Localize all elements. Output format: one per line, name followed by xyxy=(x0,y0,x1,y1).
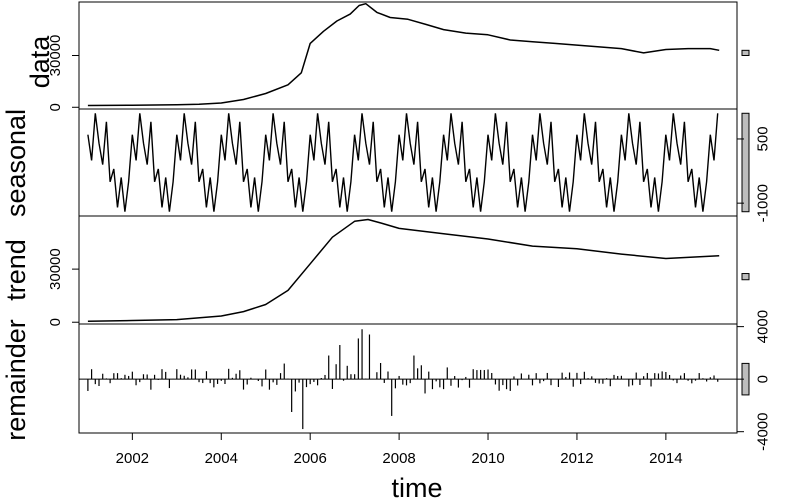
y-tick-label-data: 0 xyxy=(47,103,64,111)
y-tick-label-seasonal: -1000 xyxy=(754,184,771,222)
panel-frame-data xyxy=(78,1,738,110)
x-tick-label: 2014 xyxy=(649,450,682,467)
series-line-data xyxy=(87,2,720,107)
x-tick-label: 2008 xyxy=(382,450,415,467)
panel-frames xyxy=(78,1,738,434)
x-tick-label: 2006 xyxy=(294,450,327,467)
x-axis-title: time xyxy=(391,473,442,502)
y-tick-label-seasonal: 500 xyxy=(754,126,771,151)
y-axes: 0 30000 -1000 500 0 30000 -4000 0 4000 xyxy=(47,35,771,451)
scale-bar-seasonal xyxy=(741,112,750,213)
scale-bar-data xyxy=(741,49,750,57)
y-tick-label-remainder: 4000 xyxy=(754,310,771,343)
series-line-trend xyxy=(87,218,720,323)
y-tick-label-trend: 0 xyxy=(47,318,64,326)
x-tick-label: 2002 xyxy=(116,450,149,467)
panel-frame-remainder xyxy=(78,323,738,434)
panel-label-remainder: remainder xyxy=(1,319,31,441)
panel-frame-trend xyxy=(78,215,738,325)
scale-bars xyxy=(741,49,750,396)
series-line-seasonal xyxy=(87,113,719,212)
series-layer xyxy=(79,2,737,430)
x-axis: 2002 2004 2006 2008 2010 2012 2014 xyxy=(116,432,683,467)
panel-label-seasonal: seasonal xyxy=(1,109,31,217)
y-tick-label-remainder: -4000 xyxy=(754,412,771,450)
scale-bar-trend xyxy=(741,273,750,281)
y-tick-label-remainder: 0 xyxy=(754,375,771,383)
panel-label-trend: trend xyxy=(1,239,31,301)
x-tick-label: 2012 xyxy=(560,450,593,467)
x-tick-label: 2010 xyxy=(471,450,504,467)
x-tick-label: 2004 xyxy=(205,450,238,467)
panel-label-data: data xyxy=(25,35,55,89)
y-tick-label-data: 30000 xyxy=(47,35,64,77)
y-tick-label-trend: 30000 xyxy=(47,248,64,290)
